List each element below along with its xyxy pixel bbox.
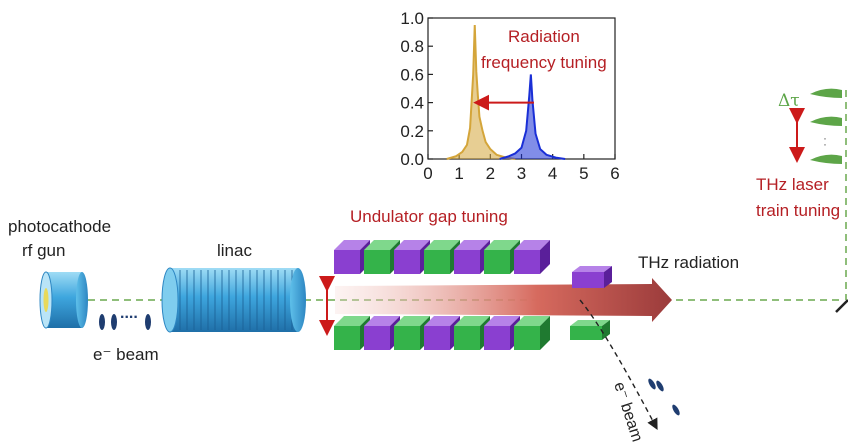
spectrum-series-line-1 (499, 74, 566, 160)
spectrum-peak-fill-0 (446, 25, 516, 159)
x-tick-label: 4 (548, 164, 557, 183)
dipole-magnet-upper (572, 266, 612, 288)
mirror (835, 299, 848, 313)
undulator-tuning-label: Undulator gap tuning (350, 207, 508, 226)
train-label-line1: THz laser (756, 175, 829, 194)
train-label-line2: train tuning (756, 201, 840, 220)
gun-label-line2: rf gun (22, 241, 65, 260)
rf-gun (39, 271, 88, 329)
undulator-magnet-purple (454, 240, 490, 274)
y-tick-label: 0.0 (400, 150, 424, 169)
x-tick-label: 3 (517, 164, 526, 183)
y-tick-label: 0.2 (400, 122, 424, 141)
inset-plot-area (427, 17, 616, 160)
spectrum-peak-fill-1 (499, 74, 566, 159)
undulator-magnet-purple (514, 240, 550, 274)
beam-label: e⁻ beam (93, 345, 159, 364)
thz-pulse-train: · · (810, 88, 842, 164)
spectrum-series-line-0 (446, 25, 516, 160)
linac-label: linac (217, 241, 252, 260)
x-tick-label: 5 (579, 164, 588, 183)
undulator-magnet-purple (364, 316, 400, 350)
y-tick-label: 0.8 (400, 37, 424, 56)
dipole-magnet-lower (570, 320, 610, 340)
bunch-dots: .... (120, 305, 138, 322)
x-tick-label: 1 (454, 164, 463, 183)
y-tick-label: 0.6 (400, 65, 424, 84)
thz-radiation-label: THz radiation (638, 253, 739, 272)
y-tick-label: 1.0 (400, 9, 424, 28)
electron-bunches (99, 314, 151, 330)
inset-spectrum-chart: 0 1 2 3 4 5 6 0.0 0.2 0.4 0.6 0.8 1.0 Radiation freq… (400, 9, 619, 183)
deflected-beam-path (579, 299, 658, 430)
inset-annotation-line1: Radiation (508, 27, 580, 46)
svg-text:·: · (823, 131, 827, 145)
x-tick-label: 6 (610, 164, 619, 183)
undulator-magnet-green (514, 316, 550, 350)
undulator-upper-array (334, 240, 550, 274)
deflected-beam-label: e⁻ beam (610, 380, 645, 444)
svg-text:·: · (823, 137, 827, 151)
undulator-lower-array (334, 316, 550, 350)
x-tick-label: 2 (486, 164, 495, 183)
gun-label-line1: photocathode (8, 217, 111, 236)
linac-cylinder (161, 267, 306, 333)
x-tick-label: 0 (423, 164, 432, 183)
thz-radiation-arrow (335, 278, 672, 322)
inset-annotation-line2: frequency tuning (481, 53, 607, 72)
y-tick-label: 0.4 (400, 94, 424, 113)
deflected-electron-bunches (648, 378, 680, 416)
delta-tau-label: Δτ (778, 91, 800, 111)
